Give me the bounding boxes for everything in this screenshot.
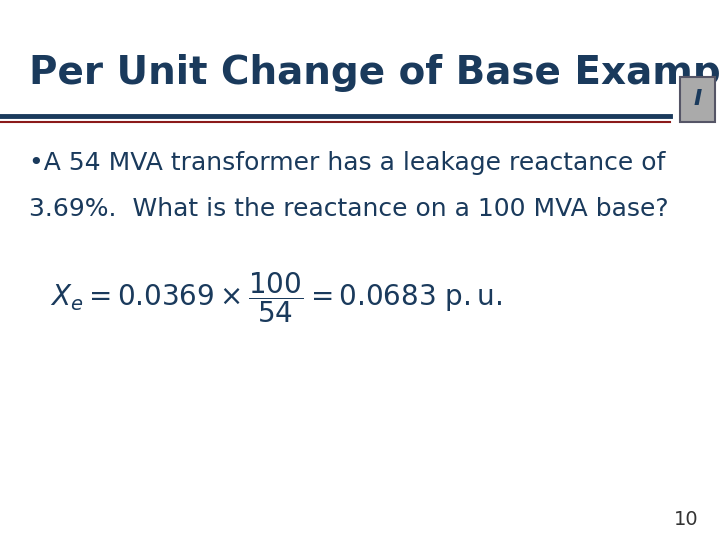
Text: •A 54 MVA transformer has a leakage reactance of: •A 54 MVA transformer has a leakage reac…	[29, 151, 665, 175]
Text: I: I	[693, 89, 702, 110]
FancyBboxPatch shape	[680, 77, 715, 122]
Text: 3.69%.  What is the reactance on a 100 MVA base?: 3.69%. What is the reactance on a 100 MV…	[29, 197, 668, 221]
Text: 10: 10	[674, 510, 698, 529]
Text: $X_e = 0.0369 \times \dfrac{100}{54} = 0.0683 \ \mathrm{p.u.}$: $X_e = 0.0369 \times \dfrac{100}{54} = 0…	[50, 270, 503, 325]
Text: Per Unit Change of Base Example: Per Unit Change of Base Example	[29, 54, 720, 92]
